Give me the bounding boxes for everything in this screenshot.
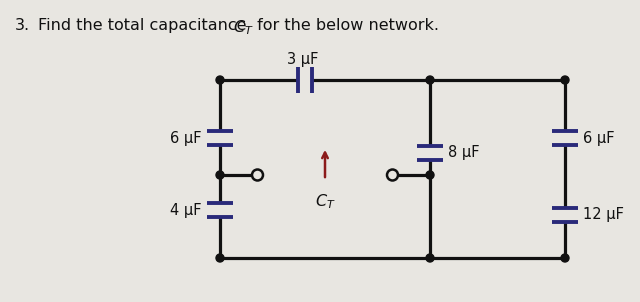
Circle shape [216,76,224,84]
Circle shape [216,254,224,262]
Circle shape [216,171,224,179]
Circle shape [426,76,434,84]
Circle shape [426,254,434,262]
Text: 3 μF: 3 μF [287,52,319,67]
Circle shape [426,171,434,179]
Text: 12 μF: 12 μF [583,207,624,223]
Text: Find the total capacitance: Find the total capacitance [38,18,252,33]
Text: 6 μF: 6 μF [583,130,614,146]
Circle shape [388,171,397,179]
Text: $C_T$: $C_T$ [233,18,253,37]
Circle shape [561,254,569,262]
Text: 8 μF: 8 μF [448,146,479,160]
Text: 6 μF: 6 μF [170,130,202,146]
Text: for the below network.: for the below network. [252,18,439,33]
Circle shape [561,76,569,84]
Text: 3.: 3. [15,18,30,33]
Text: $C_T$: $C_T$ [315,192,335,211]
Circle shape [253,171,262,179]
Text: 4 μF: 4 μF [170,203,202,217]
